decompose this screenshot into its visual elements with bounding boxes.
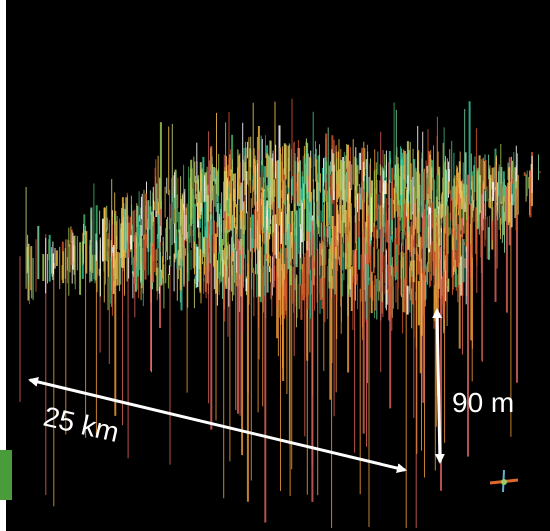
depth-arrow [432, 308, 445, 464]
corner-block [0, 450, 12, 500]
compass [489, 469, 519, 493]
depth-label: 90 m [452, 387, 514, 418]
length-arrow [28, 377, 407, 473]
